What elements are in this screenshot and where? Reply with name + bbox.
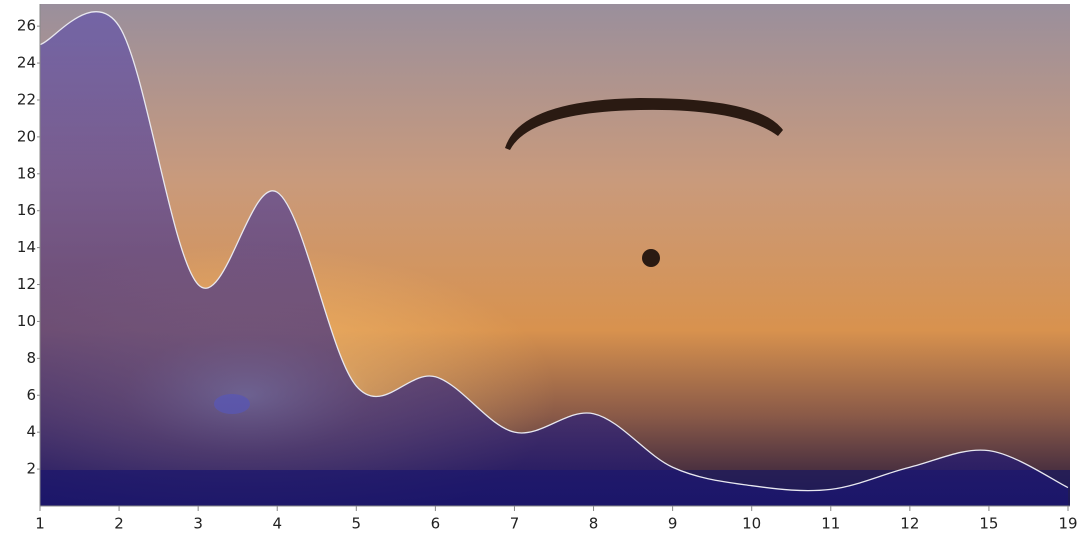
- x-tick-label: 7: [510, 515, 520, 533]
- x-tick-label: 4: [272, 515, 282, 533]
- y-tick-label: 2: [26, 460, 36, 478]
- y-tick-label: 4: [26, 423, 36, 441]
- x-tick-label: 3: [193, 515, 203, 533]
- x-tick-label: 11: [821, 515, 840, 533]
- y-tick-label: 22: [17, 90, 36, 108]
- x-tick-label: 1: [35, 515, 45, 533]
- x-tick-label: 19: [1058, 515, 1077, 533]
- y-tick-label: 8: [26, 349, 36, 367]
- y-tick-label: 14: [17, 238, 36, 256]
- y-tick-label: 12: [17, 275, 36, 293]
- x-tick-label: 9: [668, 515, 678, 533]
- y-tick-label: 24: [17, 54, 36, 72]
- y-tick-label: 20: [17, 127, 36, 145]
- y-tick-label: 6: [26, 386, 36, 404]
- chart: 2468101214161820222426123456789101112151…: [0, 0, 1090, 553]
- y-tick-label: 10: [17, 312, 36, 330]
- x-tick-label: 15: [979, 515, 998, 533]
- x-tick-label: 10: [742, 515, 761, 533]
- x-tick-label: 6: [431, 515, 441, 533]
- y-tick-label: 26: [17, 17, 36, 35]
- x-tick-label: 2: [114, 515, 124, 533]
- x-tick-label: 12: [900, 515, 919, 533]
- x-tick-label: 5: [352, 515, 362, 533]
- y-tick-label: 18: [17, 164, 36, 182]
- x-tick-label: 8: [589, 515, 599, 533]
- y-tick-label: 16: [17, 201, 36, 219]
